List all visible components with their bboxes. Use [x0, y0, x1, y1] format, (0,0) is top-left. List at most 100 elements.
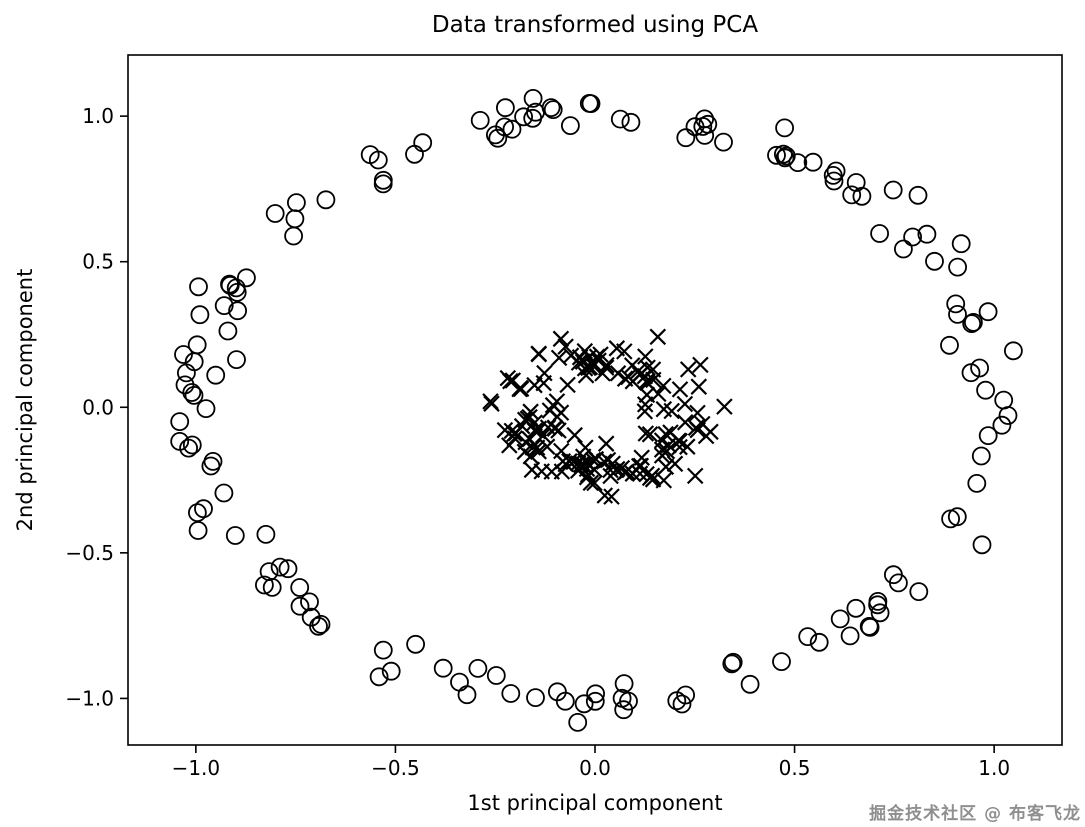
scatter-point-circle [917, 224, 937, 244]
scatter-point-circle [316, 190, 336, 210]
scatter-point-circle [775, 148, 795, 168]
scatter-point-circle [798, 627, 818, 646]
scatter-point-x [548, 393, 566, 410]
scatter-point-x [577, 439, 594, 456]
scatter-point-circle [170, 412, 190, 432]
scatter-point-x [679, 361, 697, 378]
scatter-point-circle [196, 399, 216, 419]
scatter-point-circle [218, 321, 238, 341]
scatter-point-circle [561, 116, 580, 135]
scatter-point-x [636, 396, 654, 413]
scatter-point-circle [667, 691, 687, 711]
scatter-point-x [697, 427, 715, 445]
watermark-text: 掘金技术社区 @ 布客飞龙 [869, 804, 1081, 824]
scatter-point-circle [776, 146, 796, 166]
scatter-point-x [496, 421, 514, 439]
scatter-point-x [570, 354, 588, 371]
scatter-point-circle [788, 153, 808, 173]
scatter-point-x [609, 365, 627, 382]
scatter-point-circle [976, 380, 995, 400]
scatter-point-circle [548, 682, 567, 702]
scatter-point-circle [457, 685, 477, 705]
scatter-point-circle [189, 277, 208, 297]
scatter-point-x [526, 376, 543, 394]
scatter-point-circle [369, 667, 389, 687]
axis-ticks-layer: −1.0 −0.5 0.0 0.5 1.0 −1.0 −0.5 0.0 0.5 1.0 [65, 104, 1010, 780]
scatter-point-circle [908, 185, 928, 205]
scatter-point-circle [925, 251, 944, 271]
scatter-point-circle [486, 666, 506, 685]
scatter-point-circle [262, 578, 282, 597]
scatter-point-x [577, 367, 595, 384]
scatter-point-circle [502, 119, 522, 139]
scatter-point-circle [840, 626, 860, 646]
scatter-point-x [689, 404, 706, 422]
scatter-point-x [569, 462, 587, 479]
scatter-point-circle [187, 335, 207, 355]
scatter-point-x [550, 422, 567, 439]
scatter-point-circle [526, 688, 545, 707]
scatter-point-circle [301, 607, 321, 627]
scatter-point-circle [581, 94, 601, 113]
scatter-point-circle [182, 435, 202, 455]
scatter-point-x [516, 411, 534, 429]
scatter-point-circle [970, 358, 989, 378]
scatter-point-circle [300, 592, 319, 612]
x-tick-label: −0.5 [371, 756, 420, 780]
scatter-series-layer [170, 89, 1023, 732]
scatter-point-circle [978, 302, 998, 322]
scatter-point-circle [868, 592, 888, 611]
scatter-point-x [597, 359, 615, 376]
scatter-point-x [631, 465, 649, 482]
scatter-point-x [598, 356, 615, 374]
y-tick-label: 0.5 [82, 250, 114, 274]
scatter-point-circle [541, 98, 561, 117]
scatter-point-circle [619, 691, 638, 711]
scatter-point-circle [846, 173, 866, 192]
scatter-point-circle [870, 224, 889, 243]
scatter-point-circle [188, 521, 208, 540]
scatter-point-x [689, 421, 706, 439]
scatter-point-circle [413, 133, 433, 153]
scatter-point-circle [190, 305, 210, 325]
scatter-point-x [528, 439, 546, 456]
scatter-point-circle [586, 684, 605, 704]
scatter-point-circle [803, 152, 823, 172]
scatter-point-circle [206, 365, 226, 385]
scatter-point-x [686, 467, 704, 485]
scatter-point-circle [826, 161, 846, 181]
scatter-point-circle [775, 118, 794, 138]
scatter-point-circle [693, 117, 713, 136]
y-tick-label: 1.0 [82, 104, 114, 128]
scatter-point-circle [220, 275, 240, 295]
scatter-point-x [692, 356, 709, 374]
y-axis-label: 2nd principal component [13, 269, 37, 532]
scatter-point-circle [903, 227, 922, 247]
scatter-point-circle [228, 301, 248, 321]
scatter-point-x [676, 414, 694, 431]
scatter-point-x [596, 487, 614, 504]
scatter-point-x [574, 353, 592, 370]
scatter-point-x [599, 451, 617, 469]
scatter-point-circle [214, 483, 234, 503]
x-tick-label: −1.0 [172, 756, 221, 780]
scatter-point-x [566, 426, 583, 444]
scatter-point-circle [265, 204, 285, 223]
scatter-point-circle [174, 345, 193, 364]
scatter-point-x [584, 356, 601, 374]
scatter-point-circle [951, 234, 971, 254]
scatter-point-circle [723, 652, 743, 672]
scatter-point-x [595, 453, 613, 470]
scatter-point-circle [236, 268, 256, 288]
scatter-point-circle [941, 509, 960, 529]
scatter-point-x [602, 461, 619, 479]
scatter-point-circle [214, 296, 234, 316]
scatter-point-x [552, 330, 570, 348]
scatter-point-circle [373, 640, 393, 660]
scatter-point-circle [614, 674, 634, 693]
scatter-point-x [649, 328, 667, 346]
scatter-point-circle [585, 691, 605, 711]
scatter-point-circle [201, 456, 221, 476]
scatter-point-circle [488, 128, 508, 148]
